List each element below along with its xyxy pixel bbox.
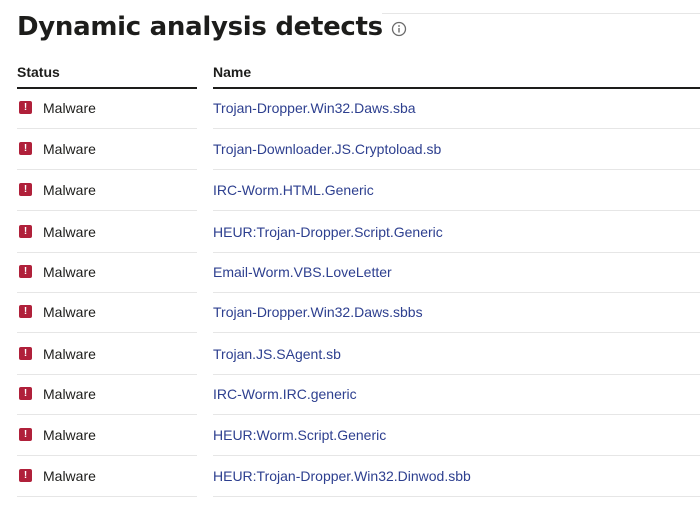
- alert-icon: !: [19, 265, 32, 278]
- title-row: Dynamic analysis detects: [17, 8, 407, 46]
- alert-icon: !: [19, 305, 32, 318]
- table-header: Status Name: [0, 63, 700, 89]
- name-cell: Trojan-Downloader.JS.Cryptoload.sb: [213, 129, 700, 170]
- detection-name-link[interactable]: Trojan-Dropper.Win32.Daws.sbbs: [213, 304, 423, 320]
- table-row: ! Malware Email-Worm.VBS.LoveLetter: [0, 252, 700, 293]
- status-cell: ! Malware: [17, 456, 197, 497]
- table-row: ! Malware HEUR:Worm.Script.Generic: [0, 415, 700, 456]
- detection-name-link[interactable]: Trojan.JS.SAgent.sb: [213, 346, 341, 362]
- table-row: ! Malware HEUR:Trojan-Dropper.Script.Gener…: [0, 212, 700, 253]
- alert-icon: !: [19, 347, 32, 360]
- name-cell: IRC-Worm.IRC.generic: [213, 374, 700, 415]
- detection-name-link[interactable]: IRC-Worm.IRC.generic: [213, 386, 357, 402]
- page-title: Dynamic analysis detects: [17, 12, 383, 42]
- name-cell: IRC-Worm.HTML.Generic: [213, 170, 700, 211]
- status-cell: ! Malware: [17, 374, 197, 415]
- status-label: Malware: [43, 182, 96, 198]
- alert-icon: !: [19, 469, 32, 482]
- info-icon[interactable]: [391, 21, 407, 37]
- status-cell: ! Malware: [17, 252, 197, 293]
- name-cell: HEUR:Worm.Script.Generic: [213, 415, 700, 456]
- detection-name-link[interactable]: HEUR:Worm.Script.Generic: [213, 427, 387, 443]
- table-row: ! Malware IRC-Worm.HTML.Generic: [0, 170, 700, 211]
- status-cell: ! Malware: [17, 88, 197, 129]
- detection-name-link[interactable]: Email-Worm.VBS.LoveLetter: [213, 264, 392, 280]
- status-column-header[interactable]: Status: [17, 63, 197, 89]
- status-label: Malware: [43, 141, 96, 157]
- status-label: Malware: [43, 264, 96, 280]
- status-label: Malware: [43, 427, 96, 443]
- status-label: Malware: [43, 224, 96, 240]
- detection-name-link[interactable]: HEUR:Trojan-Dropper.Win32.Dinwod.sbb: [213, 468, 471, 484]
- status-label: Malware: [43, 386, 96, 402]
- alert-icon: !: [19, 387, 32, 400]
- status-cell: ! Malware: [17, 415, 197, 456]
- name-cell: Trojan-Dropper.Win32.Daws.sbbs: [213, 292, 700, 333]
- name-cell: Trojan.JS.SAgent.sb: [213, 334, 700, 375]
- status-label: Malware: [43, 304, 96, 320]
- alert-icon: !: [19, 101, 32, 114]
- status-cell: ! Malware: [17, 334, 197, 375]
- status-cell: ! Malware: [17, 292, 197, 333]
- detection-name-link[interactable]: Trojan-Downloader.JS.Cryptoload.sb: [213, 141, 442, 157]
- alert-icon: !: [19, 428, 32, 441]
- table-row: ! Malware Trojan-Downloader.JS.Cryptoload.…: [0, 129, 700, 170]
- name-cell: Trojan-Dropper.Win32.Daws.sba: [213, 88, 700, 129]
- name-cell: Email-Worm.VBS.LoveLetter: [213, 252, 700, 293]
- table-row: ! Malware HEUR:Trojan-Dropper.Win32.Dinwod…: [0, 456, 700, 497]
- table-row: ! Malware Trojan-Dropper.Win32.Daws.sba: [0, 88, 700, 129]
- name-cell: HEUR:Trojan-Dropper.Script.Generic: [213, 212, 700, 253]
- status-cell: ! Malware: [17, 129, 197, 170]
- table-row: ! Malware Trojan.JS.SAgent.sb: [0, 334, 700, 375]
- detection-name-link[interactable]: Trojan-Dropper.Win32.Daws.sba: [213, 100, 416, 116]
- table-row: ! Malware Trojan-Dropper.Win32.Daws.sbbs: [0, 292, 700, 333]
- status-cell: ! Malware: [17, 212, 197, 253]
- alert-icon: !: [19, 142, 32, 155]
- detection-name-link[interactable]: HEUR:Trojan-Dropper.Script.Generic: [213, 224, 443, 240]
- detection-name-link[interactable]: IRC-Worm.HTML.Generic: [213, 182, 374, 198]
- alert-icon: !: [19, 225, 32, 238]
- name-cell: HEUR:Trojan-Dropper.Win32.Dinwod.sbb: [213, 456, 700, 497]
- status-label: Malware: [43, 346, 96, 362]
- status-label: Malware: [43, 468, 96, 484]
- alert-icon: !: [19, 183, 32, 196]
- top-divider: [382, 13, 700, 14]
- table-row: ! Malware IRC-Worm.IRC.generic: [0, 374, 700, 415]
- status-label: Malware: [43, 100, 96, 116]
- status-cell: ! Malware: [17, 170, 197, 211]
- name-column-header[interactable]: Name: [213, 63, 700, 89]
